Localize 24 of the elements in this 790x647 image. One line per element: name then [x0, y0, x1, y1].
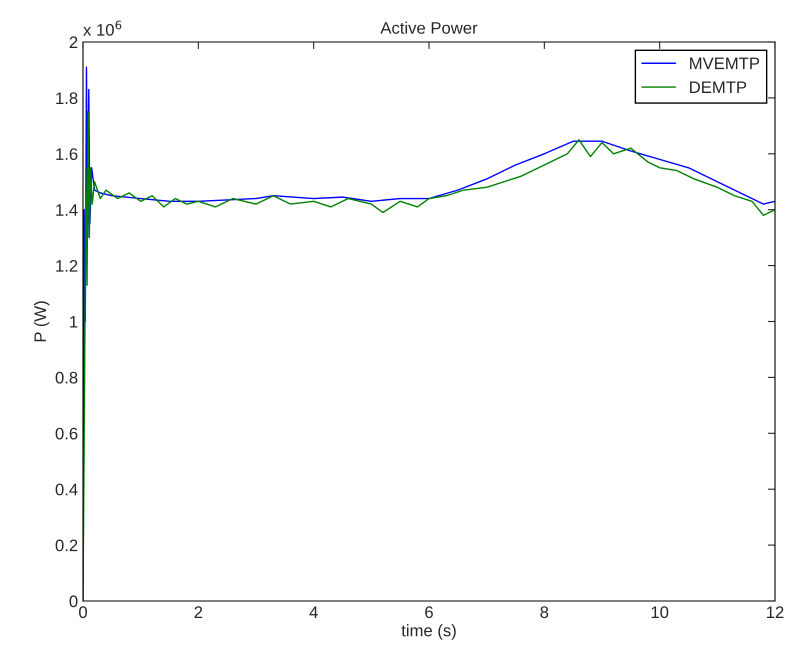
x-tick-label: 8 [540, 606, 548, 618]
y-tick-label: 0.4 [56, 484, 78, 496]
x-tick-label: 0 [79, 606, 87, 618]
y-tick-label: 1 [70, 316, 78, 328]
x-tick-label: 2 [194, 606, 202, 618]
y-tick-label: 1.4 [56, 204, 78, 216]
x-axis-title: time (s) [401, 624, 456, 640]
y-tick-label: 0.2 [56, 540, 78, 552]
y-tick-label: 0 [70, 595, 78, 608]
y-axis-title: P (W) [34, 301, 50, 342]
x-tick-label: 12 [767, 606, 784, 618]
y-tick-label: 1.6 [56, 148, 78, 160]
y-tick-label: 1.8 [56, 92, 78, 104]
x-tick-label: 10 [652, 606, 668, 618]
y-tick-label: 0.8 [56, 372, 78, 384]
y-tick-label: 1.2 [56, 260, 78, 272]
x-tick-label: 4 [309, 606, 318, 618]
y-tick-label: 2 [70, 36, 78, 48]
legend-label: MVEMTP [690, 58, 760, 70]
chart-title: Active Power [380, 22, 478, 34]
legend-label: DEMTP [690, 81, 746, 93]
text: x 10$^{6}$ [83, 20, 122, 36]
x-tick-label: 6 [425, 606, 433, 618]
y-tick-label: 0.6 [56, 428, 78, 440]
